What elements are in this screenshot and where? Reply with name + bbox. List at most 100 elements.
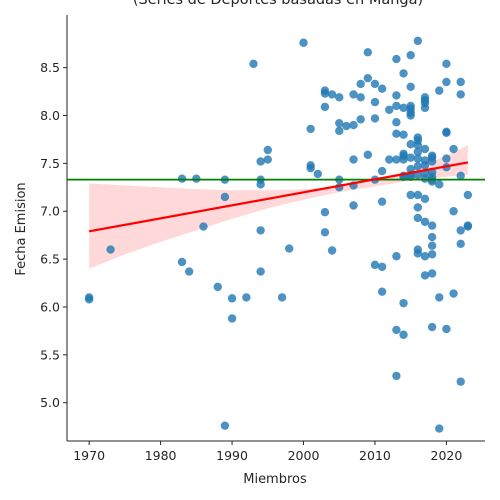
- data-point: [335, 118, 344, 128]
- y-axis-title: Fecha Emision: [14, 182, 29, 275]
- data-point: [435, 180, 444, 189]
- data-point: [427, 221, 437, 230]
- data-point: [220, 192, 230, 202]
- data-point: [427, 177, 437, 186]
- data-point: [199, 222, 208, 231]
- data-point: [442, 324, 451, 334]
- data-point: [399, 155, 408, 164]
- data-point: [406, 82, 415, 92]
- data-point: [442, 59, 451, 69]
- data-point: [463, 190, 473, 200]
- data-point: [392, 54, 401, 64]
- data-point: [106, 245, 115, 254]
- data-point: [392, 101, 401, 111]
- y-tick-label: 7.0: [40, 204, 60, 219]
- data-point: [420, 144, 430, 154]
- confidence-band-layer: [89, 145, 468, 269]
- data-point: [320, 89, 330, 98]
- data-point: [413, 162, 423, 171]
- data-point: [427, 241, 437, 250]
- data-point: [342, 121, 351, 131]
- data-point: [313, 169, 322, 179]
- data-point: [177, 257, 187, 267]
- data-point: [392, 252, 401, 261]
- x-tick-label: 1980: [145, 448, 177, 463]
- data-point: [435, 293, 444, 302]
- data-point: [420, 252, 430, 261]
- data-point: [263, 155, 272, 164]
- data-point: [399, 103, 408, 113]
- data-point: [413, 190, 423, 200]
- data-point: [256, 226, 265, 235]
- data-point: [277, 293, 287, 302]
- x-tick-label: 1970: [73, 448, 105, 463]
- data-point: [370, 97, 380, 107]
- data-point: [449, 144, 458, 154]
- data-point: [406, 190, 415, 200]
- data-point: [377, 197, 387, 206]
- y-tick-label: 5.0: [40, 395, 60, 410]
- data-point: [320, 228, 330, 237]
- data-point: [320, 102, 330, 112]
- data-point: [456, 90, 465, 99]
- data-point: [449, 207, 458, 216]
- data-point: [370, 79, 380, 89]
- data-point: [456, 171, 465, 181]
- data-point: [349, 90, 358, 99]
- data-point: [84, 295, 94, 304]
- data-point: [349, 155, 358, 164]
- data-point: [327, 90, 337, 99]
- data-point: [192, 174, 201, 183]
- data-point: [456, 226, 465, 235]
- data-point: [392, 155, 401, 164]
- data-point: [299, 38, 308, 47]
- regression-line: [88, 161, 469, 233]
- data-point: [335, 126, 344, 136]
- data-point: [435, 424, 444, 433]
- data-point: [256, 157, 265, 166]
- y-tick-label: 5.5: [40, 347, 60, 362]
- x-tick-label: 2000: [288, 448, 320, 463]
- data-point: [420, 161, 430, 170]
- confidence-band: [89, 145, 468, 269]
- data-point: [184, 267, 194, 276]
- data-point: [256, 180, 265, 189]
- x-tick-label: 1990: [216, 448, 248, 463]
- data-point: [442, 128, 451, 137]
- data-point: [420, 174, 430, 183]
- data-point: [213, 282, 222, 292]
- data-point: [370, 114, 380, 123]
- data-point: [392, 371, 401, 381]
- data-point: [427, 269, 437, 278]
- data-point: [456, 77, 465, 87]
- data-point: [385, 155, 394, 164]
- data-point: [385, 105, 394, 114]
- data-point: [285, 244, 294, 253]
- data-point: [392, 118, 401, 127]
- data-point: [413, 36, 423, 46]
- x-axis-title: Miembros: [243, 472, 307, 487]
- data-point: [356, 79, 365, 89]
- x-tick-label: 2020: [431, 448, 463, 463]
- data-point: [406, 111, 415, 120]
- data-point: [377, 287, 387, 296]
- data-point: [349, 120, 358, 130]
- data-point: [227, 314, 237, 323]
- data-point: [335, 93, 344, 102]
- data-point: [399, 330, 408, 339]
- data-point: [427, 157, 437, 166]
- y-tick-label: 6.5: [40, 252, 60, 267]
- y-axis-ticks: 5.0 5.5 6.0 6.5 7.0 7.5 8.0 8.5: [40, 60, 67, 410]
- data-point: [263, 145, 272, 155]
- data-point: [242, 293, 251, 302]
- data-point: [427, 250, 437, 259]
- y-tick-label: 6.0: [40, 299, 60, 314]
- data-point: [227, 294, 237, 303]
- data-point: [377, 262, 387, 271]
- x-tick-label: 2010: [359, 448, 391, 463]
- y-tick-label: 7.5: [40, 156, 60, 171]
- data-point: [249, 59, 258, 69]
- data-point: [463, 221, 473, 230]
- data-point: [399, 69, 408, 78]
